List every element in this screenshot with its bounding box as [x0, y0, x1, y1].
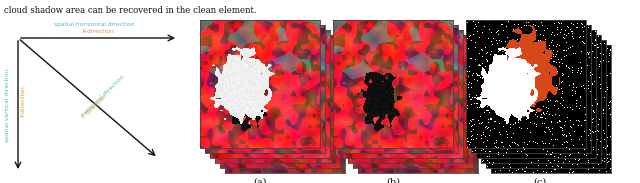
Text: (a): (a)	[253, 178, 267, 183]
Text: temporal direction: temporal direction	[82, 74, 125, 117]
Text: cloud shadow area can be recovered in the clean element.: cloud shadow area can be recovered in th…	[4, 6, 257, 15]
Text: (b): (b)	[386, 178, 400, 183]
Text: X-direction: X-direction	[82, 29, 115, 34]
Text: Y-direction: Y-direction	[21, 86, 26, 118]
Text: (c): (c)	[533, 178, 547, 183]
Text: spatial horizontal direction: spatial horizontal direction	[54, 22, 135, 27]
Text: spatial vertical direction: spatial vertical direction	[6, 68, 10, 142]
Text: T- direction: T- direction	[80, 94, 108, 121]
